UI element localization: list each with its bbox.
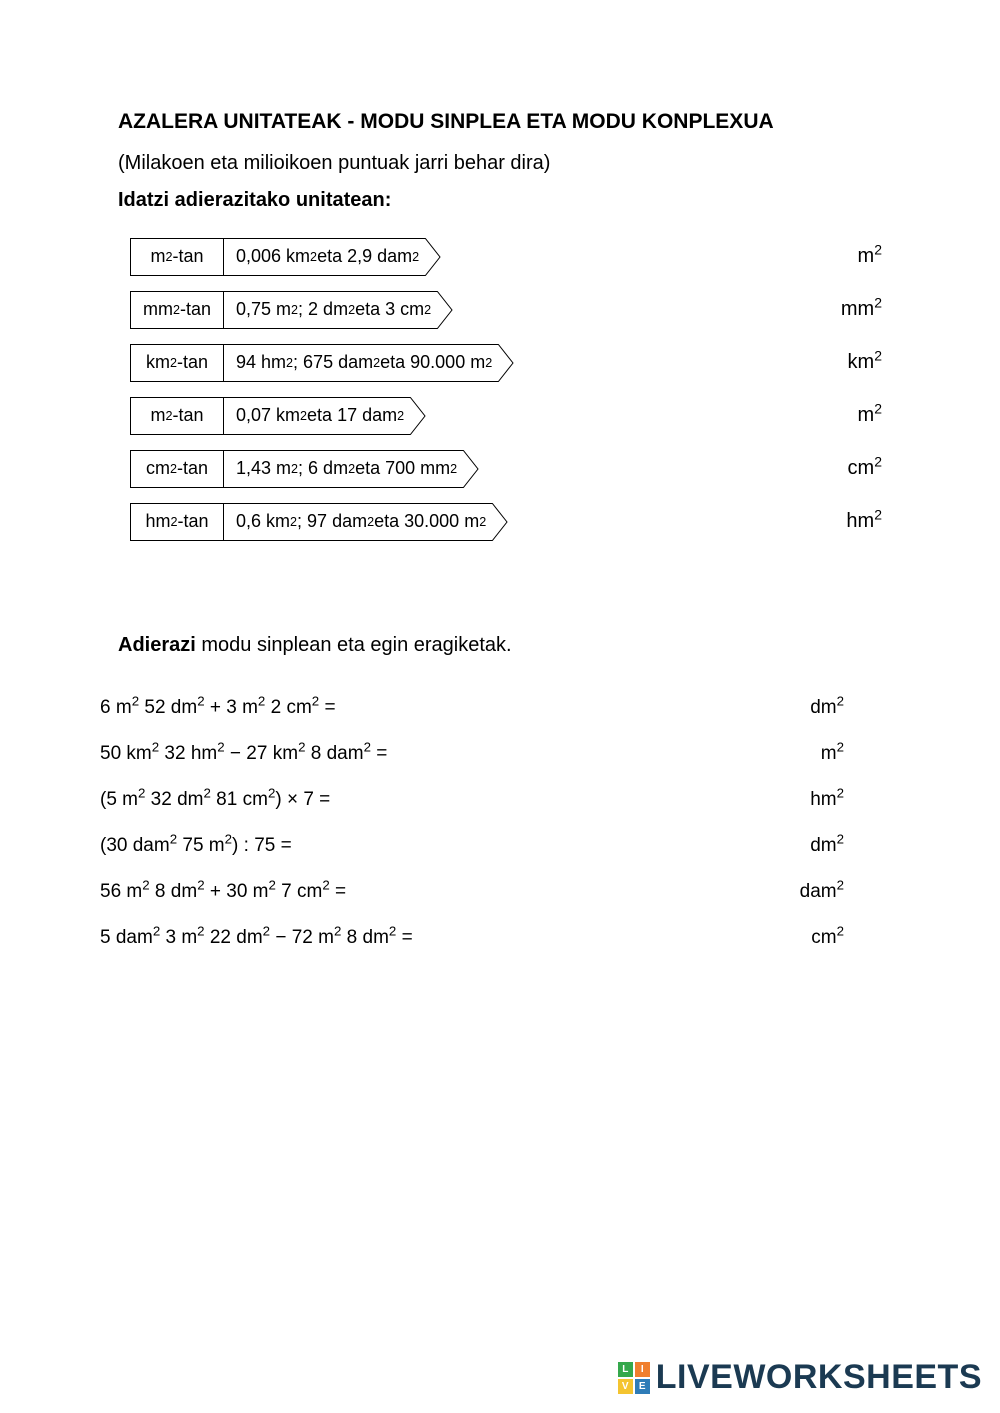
heading2-rest: modu sinplean eta egin eragiketak. (196, 634, 512, 656)
expression-text: 0,75 m2; 2 dm2 eta 3 cm2 (224, 291, 437, 329)
arrow-tip-icon (463, 450, 479, 488)
target-unit-box: km2-tan (130, 344, 224, 382)
exercise1-row: m2-tan0,006 km2 eta 2,9 dam2 m2 (130, 234, 900, 279)
result-unit: hm2 (846, 510, 900, 533)
heading2-bold: Adierazi (118, 634, 196, 656)
brand-name: LIVEWORKSHEETS (656, 1358, 982, 1397)
expression-arrow: 0,6 km2; 97 dam2 eta 30.000 m2 (224, 503, 508, 541)
exercise2-row: (5 m2 32 dm2 81 cm2) × 7 = hm2 (100, 789, 900, 811)
expression-text: 0,6 km2; 97 dam2 eta 30.000 m2 (224, 503, 492, 541)
exercise1-row: km2-tan94 hm2; 675 dam2 eta 90.000 m2 km2 (130, 340, 900, 385)
page-title: AZALERA UNITATEAK - MODU SINPLEA ETA MOD… (118, 110, 900, 134)
exercise2-row: (30 dam2 75 m2) : 75 = dm2 (100, 835, 900, 857)
equation-result-unit: hm2 (810, 789, 900, 811)
exercise2-row: 56 m2 8 dm2 + 30 m2 7 cm2 = dam2 (100, 881, 900, 903)
equation-expression: 50 km2 32 hm2 − 27 km2 8 dam2 = (100, 743, 387, 765)
target-unit-box: cm2-tan (130, 450, 224, 488)
exercise1-row: m2-tan0,07 km2 eta 17 dam2 m2 (130, 393, 900, 438)
arrow-tip-icon (410, 397, 426, 435)
logo-cell: V (618, 1379, 633, 1394)
result-unit: m2 (858, 245, 900, 268)
equation-expression: (30 dam2 75 m2) : 75 = (100, 835, 292, 857)
result-unit: cm2 (848, 457, 900, 480)
exercise2-row: 50 km2 32 hm2 − 27 km2 8 dam2 = m2 (100, 743, 900, 765)
logo-cell: E (635, 1379, 650, 1394)
target-unit-box: hm2-tan (130, 503, 224, 541)
brand-logo-icon: LIVE (618, 1362, 650, 1394)
footer: LIVE LIVEWORKSHEETS (618, 1358, 982, 1397)
target-unit-box: m2-tan (130, 397, 224, 435)
expression-arrow: 0,006 km2 eta 2,9 dam2 (224, 238, 441, 276)
worksheet-page: AZALERA UNITATEAK - MODU SINPLEA ETA MOD… (0, 0, 1000, 949)
expression-arrow: 94 hm2; 675 dam2 eta 90.000 m2 (224, 344, 514, 382)
expression-text: 0,07 km2 eta 17 dam2 (224, 397, 410, 435)
exercise1-row: mm2-tan0,75 m2; 2 dm2 eta 3 cm2 mm2 (130, 287, 900, 332)
exercise1-heading: Idatzi adierazitako unitatean: (118, 189, 900, 212)
expression-arrow: 1,43 m2; 6 dm2 eta 700 mm2 (224, 450, 479, 488)
exercise2-block: 6 m2 52 dm2 + 3 m2 2 cm2 = dm2 50 km2 32 h… (100, 697, 900, 949)
arrow-tip-icon (437, 291, 453, 329)
exercise2-row: 5 dam2 3 m2 22 dm2 − 72 m2 8 dm2 = cm2 (100, 927, 900, 949)
equation-expression: 6 m2 52 dm2 + 3 m2 2 cm2 = (100, 697, 336, 719)
equation-expression: 56 m2 8 dm2 + 30 m2 7 cm2 = (100, 881, 346, 903)
exercise2-section: Adierazi modu sinplean eta egin eragiket… (100, 634, 900, 949)
exercise1-row: hm2-tan0,6 km2; 97 dam2 eta 30.000 m2 hm2 (130, 499, 900, 544)
equation-expression: (5 m2 32 dm2 81 cm2) × 7 = (100, 789, 330, 811)
result-unit: km2 (848, 351, 900, 374)
target-unit-box: m2-tan (130, 238, 224, 276)
equation-result-unit: dam2 (800, 881, 900, 903)
result-unit: mm2 (841, 298, 900, 321)
equation-expression: 5 dam2 3 m2 22 dm2 − 72 m2 8 dm2 = (100, 927, 413, 949)
equation-result-unit: dm2 (810, 835, 900, 857)
target-unit-box: mm2-tan (130, 291, 224, 329)
exercise1-block: m2-tan0,006 km2 eta 2,9 dam2m2mm2-tan0,7… (130, 234, 900, 544)
expression-text: 1,43 m2; 6 dm2 eta 700 mm2 (224, 450, 463, 488)
result-unit: m2 (858, 404, 900, 427)
logo-cell: L (618, 1362, 633, 1377)
expression-arrow: 0,07 km2 eta 17 dam2 (224, 397, 426, 435)
equation-result-unit: cm2 (811, 927, 900, 949)
expression-text: 0,006 km2 eta 2,9 dam2 (224, 238, 425, 276)
arrow-tip-icon (498, 344, 514, 382)
page-subtitle: (Milakoen eta milioikoen puntuak jarri b… (118, 152, 900, 175)
exercise2-heading: Adierazi modu sinplean eta egin eragiket… (118, 634, 900, 657)
expression-text: 94 hm2; 675 dam2 eta 90.000 m2 (224, 344, 498, 382)
equation-result-unit: m2 (821, 743, 900, 765)
arrow-tip-icon (425, 238, 441, 276)
equation-result-unit: dm2 (810, 697, 900, 719)
exercise2-row: 6 m2 52 dm2 + 3 m2 2 cm2 = dm2 (100, 697, 900, 719)
arrow-tip-icon (492, 503, 508, 541)
logo-cell: I (635, 1362, 650, 1377)
expression-arrow: 0,75 m2; 2 dm2 eta 3 cm2 (224, 291, 453, 329)
exercise1-row: cm2-tan1,43 m2; 6 dm2 eta 700 mm2 cm2 (130, 446, 900, 491)
